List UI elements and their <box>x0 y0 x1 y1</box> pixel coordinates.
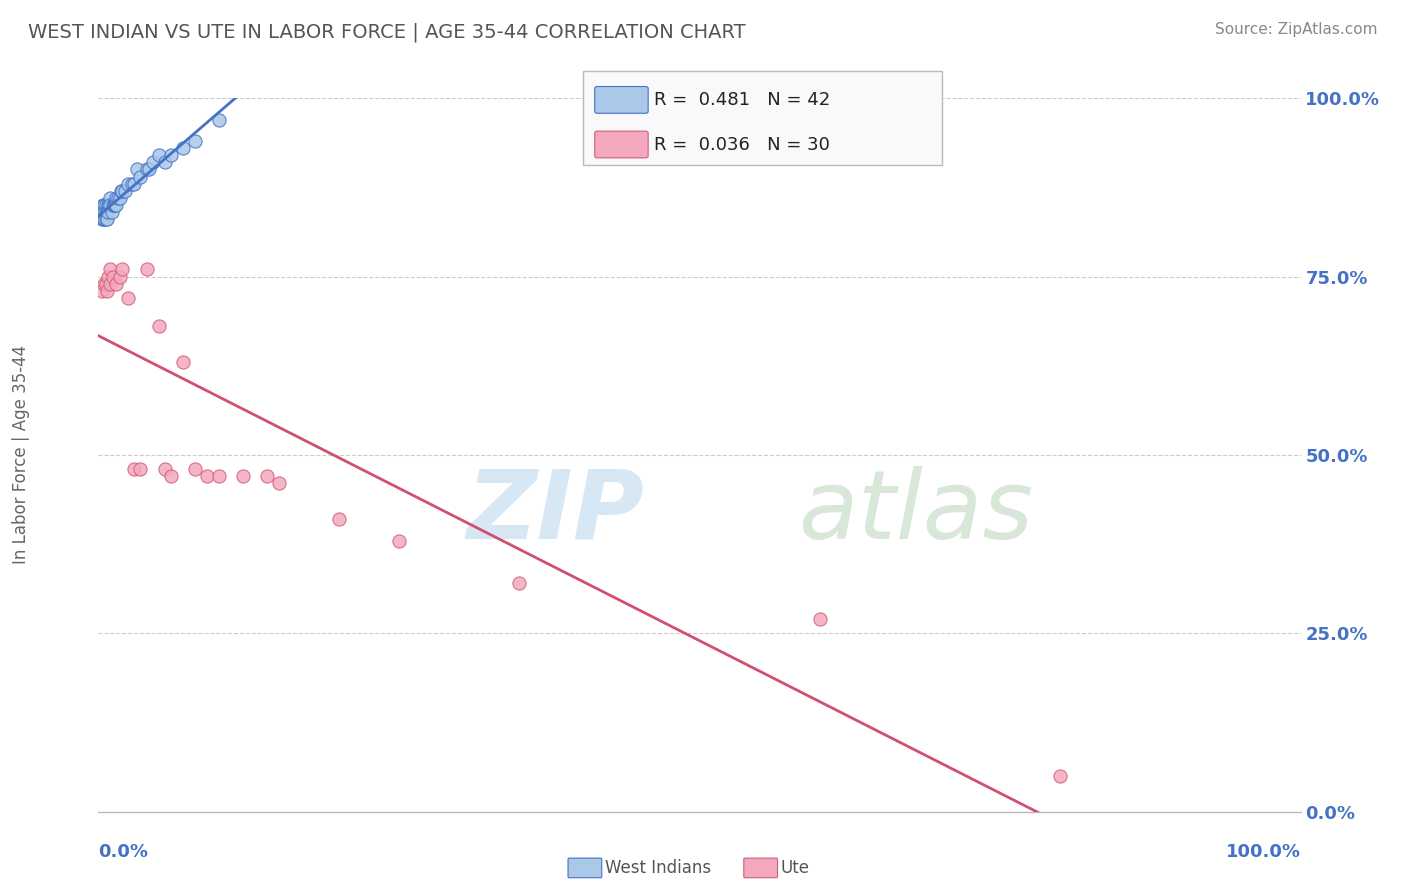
Point <box>101 269 124 284</box>
Point <box>100 191 122 205</box>
Point <box>129 462 152 476</box>
Point <box>91 198 114 212</box>
Point <box>172 141 194 155</box>
Point <box>100 205 122 219</box>
Point <box>100 277 122 291</box>
Point <box>153 155 176 169</box>
Point <box>124 462 146 476</box>
Point <box>121 177 143 191</box>
Point <box>117 177 139 191</box>
Text: WEST INDIAN VS UTE IN LABOR FORCE | AGE 35-44 CORRELATION CHART: WEST INDIAN VS UTE IN LABOR FORCE | AGE … <box>28 22 745 42</box>
Point <box>153 462 176 476</box>
Point <box>111 262 134 277</box>
Point <box>97 205 120 219</box>
Point <box>208 469 231 483</box>
Point <box>183 134 205 148</box>
Point <box>100 198 122 212</box>
Point <box>93 198 115 212</box>
Point <box>93 205 115 219</box>
Point <box>148 319 170 334</box>
Point <box>105 277 128 291</box>
Point <box>105 191 128 205</box>
Point <box>114 184 136 198</box>
Text: Ute: Ute <box>780 859 810 877</box>
Point <box>91 212 114 227</box>
Point <box>104 198 127 212</box>
Point <box>94 205 117 219</box>
Point <box>808 612 831 626</box>
Point <box>107 191 129 205</box>
Point <box>208 112 231 127</box>
Text: atlas: atlas <box>799 466 1033 558</box>
Text: Source: ZipAtlas.com: Source: ZipAtlas.com <box>1215 22 1378 37</box>
Point <box>256 469 278 483</box>
Point <box>388 533 411 548</box>
Point <box>267 476 290 491</box>
Point <box>103 198 125 212</box>
Point <box>105 198 128 212</box>
Point <box>125 162 148 177</box>
Point <box>172 355 194 369</box>
Point <box>159 148 181 162</box>
Text: R =  0.036   N = 30: R = 0.036 N = 30 <box>654 136 830 153</box>
Text: R =  0.481   N = 42: R = 0.481 N = 42 <box>654 91 830 109</box>
Point <box>111 184 134 198</box>
Text: 0.0%: 0.0% <box>98 843 149 861</box>
Point <box>91 212 114 227</box>
Point <box>135 162 157 177</box>
Point <box>108 191 131 205</box>
Point <box>91 205 114 219</box>
Point <box>96 284 118 298</box>
Point <box>97 269 120 284</box>
Point <box>508 576 530 591</box>
Point <box>93 277 115 291</box>
Point <box>91 284 114 298</box>
Point <box>232 469 254 483</box>
Point <box>94 277 117 291</box>
Text: In Labor Force | Age 35-44: In Labor Force | Age 35-44 <box>13 345 30 565</box>
Point <box>94 198 117 212</box>
Point <box>98 198 121 212</box>
Text: West Indians: West Indians <box>605 859 710 877</box>
Point <box>138 162 160 177</box>
Point <box>195 469 218 483</box>
Text: ZIP: ZIP <box>467 466 644 558</box>
Point <box>96 212 118 227</box>
Point <box>94 212 117 227</box>
Point <box>183 462 205 476</box>
Point <box>148 148 170 162</box>
Text: 100.0%: 100.0% <box>1226 843 1301 861</box>
Point <box>97 198 120 212</box>
Point <box>129 169 152 184</box>
Point <box>93 212 115 227</box>
Point <box>135 262 157 277</box>
Point <box>124 177 146 191</box>
Point <box>100 262 122 277</box>
Point <box>117 291 139 305</box>
Point <box>159 469 181 483</box>
Point <box>101 198 124 212</box>
Point <box>108 269 131 284</box>
Point <box>328 512 350 526</box>
Point <box>141 155 163 169</box>
Point <box>110 184 132 198</box>
Point <box>96 205 118 219</box>
Point <box>1049 769 1071 783</box>
